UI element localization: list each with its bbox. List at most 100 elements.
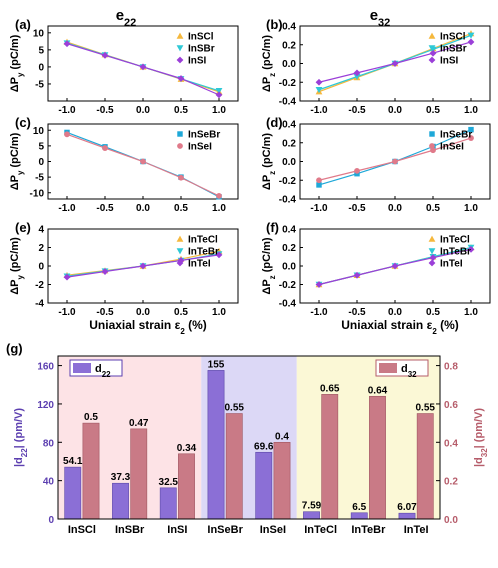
x-tick-label: 1.0 <box>464 105 478 116</box>
x-tick-label: 0.0 <box>136 203 150 214</box>
panel-f: (f) -1.0 -0.5 0.0 0.5 1.0 0.4 0.2 0.0 -0.2 -0.4 InT… <box>266 220 491 318</box>
y-tick-label: 0.0 <box>282 59 296 70</box>
title-part: 22 <box>124 17 136 29</box>
legend-label: InSeI <box>188 142 212 153</box>
panel-a: (a) e22 -1.0 -0.5 0.0 0.5 1.0 10 5 0 -5 InSClInSBrI… <box>15 7 239 116</box>
category-label: InTeI <box>404 524 429 536</box>
legend-swatch <box>73 363 91 373</box>
axis-label-part: ε <box>427 318 433 332</box>
legend-marker <box>428 45 436 52</box>
category-label: InSBr <box>115 524 145 536</box>
legend-marker <box>429 143 435 149</box>
y-axis-label-right: |d32| (pm/V) <box>473 408 489 467</box>
x-tick-label: -0.5 <box>96 307 114 318</box>
legend-label: InTeI <box>440 259 463 270</box>
x-tick-label: 0.5 <box>174 203 188 214</box>
y-tick-label-left: 80 <box>43 438 55 449</box>
background-band <box>58 356 202 519</box>
bar-d32 <box>178 453 195 520</box>
axis-label-part: (pC/m) <box>261 35 273 73</box>
data-point <box>392 158 398 165</box>
legend-label-d22: d22 <box>95 363 111 379</box>
axis-label-part: z <box>268 73 277 77</box>
title-part: e <box>370 7 378 24</box>
data-point <box>63 40 71 48</box>
x-tick-label: -0.5 <box>348 307 366 318</box>
y-tick-label: -0.2 <box>279 280 297 291</box>
y-tick-label: -5 <box>35 173 44 184</box>
axis-label-part: (pC/m) <box>261 237 273 275</box>
bar-value-label: 155 <box>208 359 225 370</box>
x-tick-label: 1.0 <box>212 307 226 318</box>
data-point <box>429 49 437 57</box>
axis-label-part: ΔP <box>9 77 21 92</box>
legend-marker <box>428 248 436 255</box>
panel-label: (a) <box>15 17 31 32</box>
panel-title: e22 <box>116 7 137 29</box>
data-point <box>140 158 146 165</box>
x-tick-label: -1.0 <box>58 307 76 318</box>
y-tick-label-right: 0.6 <box>444 400 458 411</box>
legend-marker <box>177 143 183 149</box>
data-point <box>467 32 475 39</box>
bar-d32 <box>416 413 434 520</box>
y-tick-label: 4 <box>38 225 44 236</box>
legend-label: InSI <box>188 56 207 67</box>
legend-label: InSI <box>440 56 459 67</box>
y-tick-label-left: 0 <box>48 515 54 526</box>
category-label: InSeI <box>260 524 286 536</box>
y-tick-label: -0.2 <box>279 176 297 187</box>
axis-label-part: (%) <box>437 318 459 332</box>
data-point <box>316 182 322 188</box>
y-tick-label: 0.4 <box>282 120 296 131</box>
bar-d22 <box>398 512 416 520</box>
y-tick-label: -0.4 <box>279 299 297 310</box>
x-tick-label: 0.0 <box>388 203 402 214</box>
legend-label: InSCl <box>440 32 466 43</box>
axis-label-part: 32 <box>480 448 489 457</box>
x-tick-label: 0.0 <box>136 307 150 318</box>
axis-label-part: (pm/V) <box>13 408 25 446</box>
axis-label-part: | <box>13 445 25 448</box>
data-point <box>216 192 222 199</box>
background-band <box>296 356 440 519</box>
data-point <box>315 78 323 86</box>
y-tick-label: 0.4 <box>282 22 296 33</box>
panel-label: (f) <box>266 220 279 235</box>
y-tick-label-right: 0.2 <box>444 477 458 488</box>
y-tick-label: 5 <box>38 45 44 56</box>
data-point <box>429 254 437 262</box>
axis-label-part: | <box>473 445 485 448</box>
legend-label: InSCl <box>188 32 214 43</box>
axis-label-part: ΔP <box>9 175 21 190</box>
y-tick-label: 0.0 <box>282 262 296 273</box>
data-point <box>353 73 361 81</box>
axis-label-part: (pC/m) <box>261 133 273 171</box>
y-tick-label-left: 40 <box>43 477 55 488</box>
axis-label-part: Uniaxial strain <box>89 318 174 332</box>
legend-part: d <box>401 363 408 375</box>
legend-label: InTeBr <box>188 247 219 258</box>
x-tick-label: 0.5 <box>426 203 440 214</box>
data-point <box>353 271 361 279</box>
bar-value-label: 32.5 <box>159 477 179 488</box>
bar-d32 <box>321 394 339 520</box>
legend-marker <box>176 235 184 242</box>
bar-value-label: 0.47 <box>129 418 149 429</box>
legend-label: InTeBr <box>440 247 471 258</box>
x-tick-label: -1.0 <box>58 105 76 116</box>
panel-label: (g) <box>6 341 23 356</box>
bar-d32 <box>273 441 291 520</box>
axis-label-part: |d <box>473 457 485 467</box>
bar-value-label: 0.5 <box>84 412 98 423</box>
y-tick-label: -10 <box>30 188 45 199</box>
legend-marker <box>176 259 184 267</box>
y-tick-label: 0 <box>38 262 44 273</box>
y-tick-label: 0.0 <box>282 157 296 168</box>
panel-label: (e) <box>15 220 31 235</box>
data-point <box>63 273 71 281</box>
data-point <box>64 131 70 138</box>
legend-label: InSeBr <box>188 130 220 141</box>
bar-value-label: 37.3 <box>111 472 131 483</box>
x-tick-label: 0.5 <box>174 105 188 116</box>
